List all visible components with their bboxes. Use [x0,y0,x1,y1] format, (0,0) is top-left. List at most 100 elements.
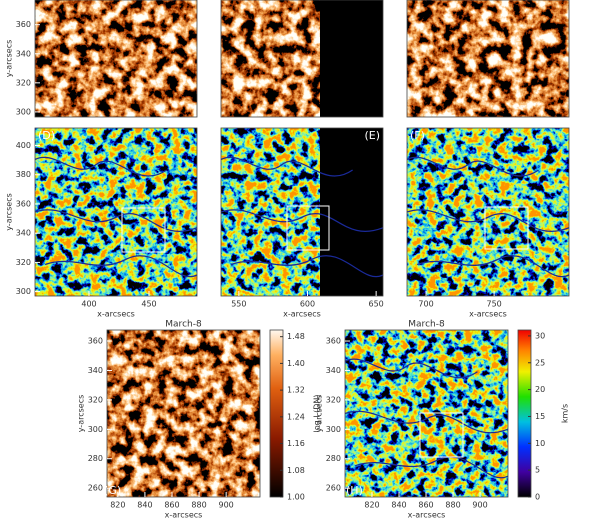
masked-area [320,128,383,296]
y-axis-label: y-arcsecs [5,40,14,78]
frame [220,127,384,297]
y-axis-label: y-arcsecs [5,193,14,231]
frame [406,0,570,118]
contour [406,209,570,232]
frame [406,127,570,297]
x-axis-label: x-arcsecs [408,511,446,520]
colorbar-tick-label: 0 [535,493,540,502]
y-tick-label: 320 [88,395,103,404]
colorbar-tick-label: 1.48 [287,332,305,341]
x-axis-label: x-arcsecs [283,310,321,319]
x-tick-label: 880 [191,501,206,510]
panel-title: March-8 [165,320,202,330]
region-box [419,412,464,458]
x-axis-label: x-arcsecs [165,511,203,520]
y-tick-label: 360 [88,337,103,346]
region-box [286,205,330,251]
x-tick-label: 840 [137,501,152,510]
panel-label: (E) [364,129,380,142]
colorbar-label: log I (DN) [313,394,322,432]
x-tick-label: 550 [231,300,246,309]
colorbar-tick-label: 5 [535,466,540,475]
masked-area [320,0,383,117]
panel-label: (G) [104,484,121,497]
panel-label: (H) [346,484,363,497]
x-tick-label: 840 [391,501,406,510]
y-tick-label: 280 [88,454,103,463]
x-tick-label: 450 [141,300,156,309]
frame [220,0,384,118]
y-tick-label: 260 [88,484,103,493]
y-tick-label: 340 [16,229,31,238]
panel-label: (F) [410,129,425,142]
colorbar-tick-label: 1.08 [287,466,305,475]
contour [34,209,198,232]
image [407,128,569,296]
colorbar-tick-label: 15 [535,412,545,421]
x-tick-label: 650 [368,300,383,309]
y-tick-label: 360 [326,337,341,346]
panel-title: March-8 [408,320,445,330]
frame [34,127,198,297]
y-tick-label: 360 [16,20,31,29]
y-tick-label: 300 [88,425,103,434]
x-tick-label: 860 [418,501,433,510]
colorbar-tick-label: 10 [535,439,545,448]
y-tick-label: 280 [326,454,341,463]
x-tick-label: 880 [445,501,460,510]
x-tick-label: 860 [164,501,179,510]
colorbar-tick-label: 1.00 [287,493,305,502]
x-tick-label: 820 [110,501,125,510]
y-tick-label: 340 [16,49,31,58]
x-tick-label: 750 [486,300,501,309]
y-tick-label: 400 [16,141,31,150]
contour [344,410,509,434]
contour [344,358,478,379]
x-tick-label: 400 [81,300,96,309]
y-tick-label: 340 [326,366,341,375]
contour [34,156,167,177]
x-axis-label: x-arcsecs [97,310,135,319]
image [407,0,569,117]
y-tick-label: 380 [16,170,31,179]
y-axis-label: y-arcsecs [315,395,324,433]
contour [44,255,198,278]
colorbar-tick-label: 1.40 [287,359,305,368]
contour [406,156,539,177]
contour [220,209,384,232]
x-tick-label: 700 [418,300,433,309]
image [107,330,260,497]
y-tick-label: 300 [16,287,31,296]
y-tick-label: 300 [16,107,31,116]
x-tick-label: 900 [219,501,234,510]
y-tick-label: 320 [16,258,31,267]
colorbar-tick-label: 1.24 [287,412,305,421]
colorbar-tick-label: 30 [535,331,545,340]
y-axis-label: y-arcsecs [77,395,86,433]
x-tick-label: 600 [300,300,315,309]
contour [416,255,570,278]
image [35,128,197,296]
colorbar-tick-label: 1.32 [287,386,305,395]
x-tick-label: 820 [364,501,379,510]
contour [230,255,384,278]
region-box [484,206,529,250]
frame [34,0,198,118]
colorbar [269,329,284,498]
colorbar-tick-label: 25 [535,358,545,367]
region-box [121,207,166,253]
y-tick-label: 300 [326,425,341,434]
y-tick-label: 340 [88,366,103,375]
contour [220,156,353,177]
x-tick-label: 900 [472,501,487,510]
colorbar [517,329,532,498]
image [35,0,197,117]
x-axis-label: x-arcsecs [469,310,507,319]
contour [354,456,509,479]
y-tick-label: 320 [326,395,341,404]
frame [106,329,261,498]
colorbar-tick-label: 20 [535,385,545,394]
colorbar-label: km/s [561,404,570,423]
colorbar-tick-label: 1.16 [287,439,305,448]
